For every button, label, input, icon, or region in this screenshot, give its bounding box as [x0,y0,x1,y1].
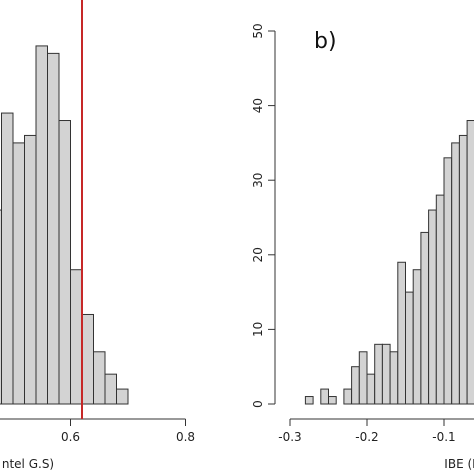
panel-b-x-tick-label: -0.3 [278,430,301,444]
panel-b-bar [405,291,414,405]
panel-b-y-tick-label: 40 [251,98,265,113]
panel-b-bars [304,120,474,405]
panel-b-bar [304,396,314,405]
panel-b-bar [366,373,376,405]
panel-b-bar [320,388,329,405]
panel-b-bar [443,157,453,405]
panel-b-bar [389,351,399,405]
panel-b-histogram: -0.3 -0.2 -0.1 0 10 20 30 40 50 IBE (I b) [251,23,474,471]
panel-b-bar [420,231,430,405]
panel-b-y-tick-label: 20 [251,247,265,262]
panel-a-bar [70,269,83,405]
panel-a-x-axis-title: ntel G.S) [2,457,54,471]
panel-b-bar [328,396,337,405]
panel-b-y-tick-label: 0 [251,400,265,408]
panel-b-x-ticks: -0.3 -0.2 -0.1 [278,419,456,444]
panel-a-bar [93,351,106,405]
panel-a-bar [12,142,25,405]
panel-b-y-tick-label: 30 [251,173,265,188]
panel-b-bar [466,120,474,405]
panel-a-bar [81,313,94,405]
panel-a-bar [35,45,48,405]
panel-b-bar [381,343,391,405]
panel-b-x-tick-label: -0.1 [432,430,455,444]
panel-a-bar [116,388,129,405]
panel-b-bar [351,366,360,405]
panel-a-x-tick-label: 0.8 [176,430,195,444]
panel-a-bars [0,45,129,405]
panel-a-bar [24,134,37,405]
panel-b-bar [343,388,353,405]
panel-b-y-tick-label: 10 [251,322,265,337]
panel-b-y-ticks: 0 10 20 30 40 50 [251,23,275,408]
panel-b-bar [358,351,368,405]
panel-a-x-tick-label: 0.6 [61,430,80,444]
panel-b-label: b) [314,29,337,54]
panel-b-bar [374,343,383,405]
panel-a-bar [47,52,60,405]
panel-b-bar [435,194,445,405]
panel-b-x-tick-label: -0.2 [355,430,378,444]
panel-a-x-ticks: 0.6 0.8 [61,419,195,444]
panel-b-bar [397,261,406,405]
panel-b-x-axis-title: IBE (I [444,457,474,471]
panel-a-bar [58,120,71,405]
panel-b-bar [451,142,460,405]
panel-a-histogram: 0.6 0.8 ntel G.S) [0,0,195,471]
panel-b-y-tick-label: 50 [251,23,265,38]
panel-b-bar [412,269,422,405]
panel-a-bar [104,373,117,405]
panel-b-bar [458,134,468,405]
panel-b-bar [428,209,437,405]
panel-a-bar [1,112,14,405]
